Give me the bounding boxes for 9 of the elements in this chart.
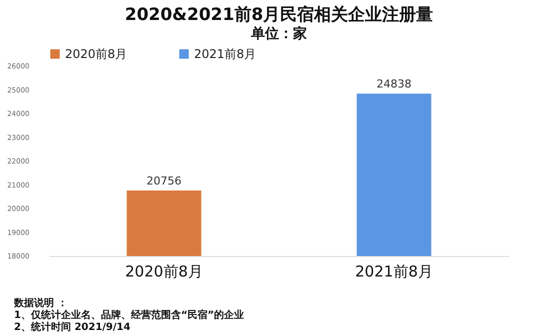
chart-subtitle: 单位：家 [250,25,307,42]
data-label: 20756 [146,174,182,188]
data-label: 24838 [376,78,412,91]
text: 1、仅统计企业名、品牌、经营范围含“民宿”的企业 [14,310,244,322]
legend-label: 2020前8月 [65,47,128,61]
text: 数据说明 ： [14,298,68,310]
legend-label: 2021前8月 [194,47,256,61]
text: 2、统计时间 2021/9/14 [14,322,132,334]
chart-title: 2020&2021前8月民宿相关企业注册量 [124,5,434,25]
